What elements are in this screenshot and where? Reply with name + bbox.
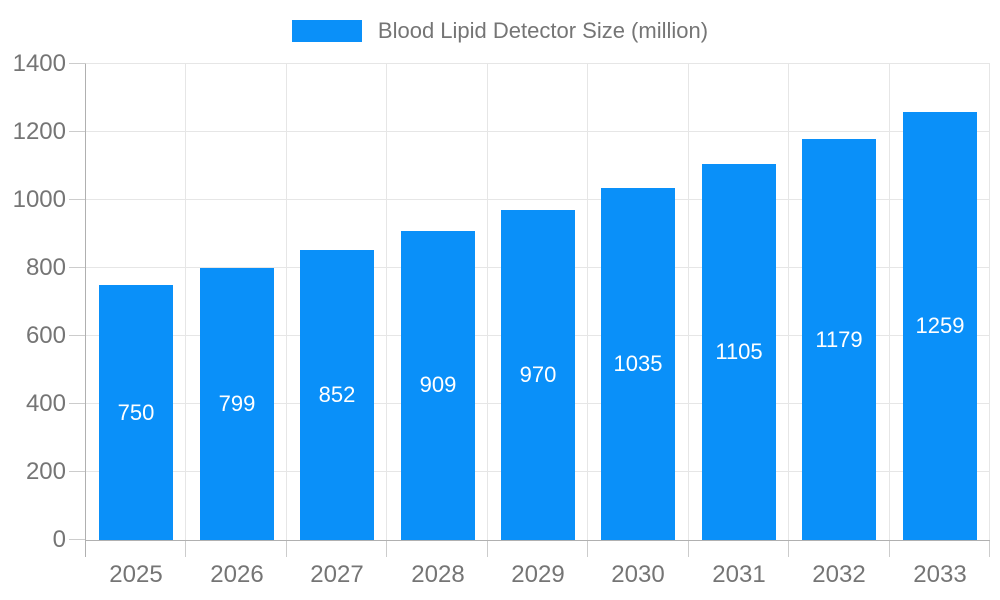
y-gridline <box>86 63 990 64</box>
x-tick-mark <box>185 540 186 557</box>
x-tick-label: 2026 <box>210 561 264 588</box>
bar-value-label: 852 <box>318 382 356 407</box>
y-tick-mark <box>69 471 86 472</box>
legend[interactable]: Blood Lipid Detector Size (million) <box>0 19 1000 43</box>
x-tick-mark <box>788 540 789 557</box>
x-tick-label: 2031 <box>712 561 766 588</box>
x-tick-mark <box>286 540 287 557</box>
legend-label: Blood Lipid Detector Size (million) <box>377 18 709 43</box>
x-gridline <box>889 64 890 540</box>
bar[interactable] <box>401 231 475 540</box>
x-tick-mark <box>487 540 488 557</box>
x-gridline <box>587 64 588 540</box>
bar[interactable] <box>702 164 776 540</box>
x-tick-mark <box>587 540 588 557</box>
y-tick-label: 1000 <box>12 186 66 213</box>
y-tick-label: 800 <box>25 254 66 281</box>
y-tick-label: 1200 <box>12 118 66 145</box>
bar-value-label: 750 <box>117 400 155 425</box>
bar-value-label: 1259 <box>915 313 965 338</box>
bar-value-label: 1035 <box>613 351 663 376</box>
x-gridline <box>688 64 689 540</box>
x-tick-label: 2029 <box>511 561 565 588</box>
y-axis-line <box>85 64 86 557</box>
y-gridline <box>86 131 990 132</box>
bar[interactable] <box>99 285 173 540</box>
x-tick-label: 2032 <box>812 561 866 588</box>
x-tick-mark <box>889 540 890 557</box>
x-tick-mark <box>386 540 387 557</box>
bar[interactable] <box>200 268 274 540</box>
x-tick-label: 2030 <box>611 561 665 588</box>
y-tick-mark <box>69 539 86 540</box>
y-tick-mark <box>69 63 86 64</box>
bar[interactable] <box>601 188 675 540</box>
x-gridline <box>788 64 789 540</box>
y-tick-label: 1400 <box>12 50 66 77</box>
legend-swatch <box>291 20 362 42</box>
x-gridline <box>386 64 387 540</box>
bar-value-label: 799 <box>218 391 256 416</box>
x-gridline <box>487 64 488 540</box>
y-tick-mark <box>69 267 86 268</box>
x-tick-label: 2033 <box>913 561 967 588</box>
y-tick-label: 600 <box>25 322 66 349</box>
x-axis-line <box>85 540 990 541</box>
x-tick-label: 2027 <box>310 561 364 588</box>
y-tick-mark <box>69 199 86 200</box>
bar-value-label: 909 <box>419 372 457 397</box>
y-tick-label: 200 <box>25 458 66 485</box>
y-gridline <box>86 199 990 200</box>
y-tick-mark <box>69 335 86 336</box>
y-tick-label: 400 <box>25 390 66 417</box>
x-gridline <box>185 64 186 540</box>
bar[interactable] <box>802 139 876 540</box>
x-tick-mark <box>688 540 689 557</box>
x-tick-mark <box>989 540 990 557</box>
bar-value-label: 1179 <box>815 327 863 352</box>
x-gridline <box>286 64 287 540</box>
bar[interactable] <box>903 112 977 540</box>
y-tick-mark <box>69 131 86 132</box>
bar-value-label: 970 <box>519 362 557 387</box>
x-tick-label: 2025 <box>109 561 163 588</box>
x-tick-label: 2028 <box>411 561 465 588</box>
bar[interactable] <box>300 250 374 540</box>
bar[interactable] <box>501 210 575 540</box>
y-tick-mark <box>69 403 86 404</box>
x-gridline <box>989 64 990 540</box>
bar-value-label: 1105 <box>715 339 763 364</box>
y-tick-label: 0 <box>52 526 66 553</box>
